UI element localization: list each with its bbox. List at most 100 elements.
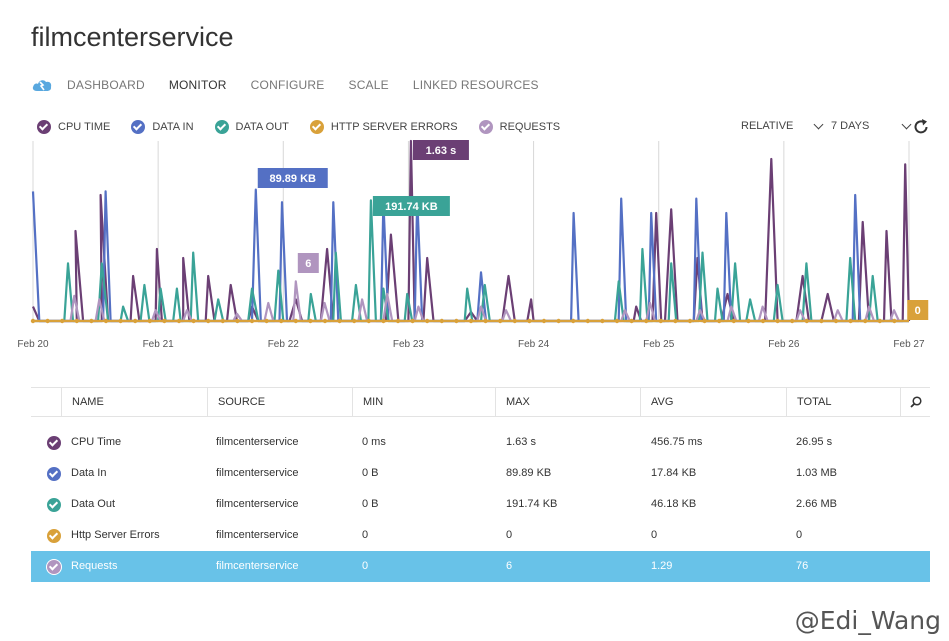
cell-source: filmcenterservice bbox=[216, 436, 299, 448]
x-tick-label: Feb 23 bbox=[393, 339, 425, 350]
data-point bbox=[45, 318, 50, 324]
tab-monitor[interactable]: MONITOR bbox=[168, 78, 227, 92]
series-line-data-out bbox=[33, 199, 909, 323]
legend-label: CPU TIME bbox=[58, 121, 111, 133]
data-point bbox=[206, 318, 211, 324]
data-point bbox=[133, 318, 138, 324]
data-point bbox=[658, 318, 663, 324]
legend-data-in[interactable]: DATA IN bbox=[131, 120, 194, 134]
legend-label: REQUESTS bbox=[499, 121, 561, 133]
cell-source: filmcenterservice bbox=[216, 498, 299, 510]
data-point bbox=[848, 318, 853, 324]
time-range-dropdown[interactable]: 7 DAYS bbox=[831, 119, 912, 132]
data-point bbox=[191, 318, 196, 324]
data-point bbox=[556, 318, 561, 324]
check-circle-icon bbox=[478, 120, 493, 134]
column-header-total[interactable]: TOTAL bbox=[786, 388, 900, 416]
check-circle-icon[interactable] bbox=[47, 467, 61, 481]
value-label-bg bbox=[297, 253, 319, 273]
data-point bbox=[833, 318, 839, 324]
cell-name: Http Server Errors bbox=[71, 529, 160, 541]
value-label: 6 bbox=[305, 258, 311, 270]
table-row[interactable]: Data Out filmcenterservice 0 B 191.74 KB 46.… bbox=[31, 489, 930, 520]
column-header-source[interactable]: SOURCE bbox=[207, 388, 352, 416]
cell-total: 76 bbox=[796, 560, 809, 572]
legend-cpu-time[interactable]: CPU TIME bbox=[37, 120, 110, 134]
x-tick-label: Feb 25 bbox=[643, 339, 675, 350]
cell-total: 1.03 MB bbox=[796, 467, 837, 479]
table-row[interactable]: Data In filmcenterservice 0 B 89.89 KB 17.84… bbox=[31, 458, 930, 489]
cell-min: 0 B bbox=[362, 467, 379, 479]
cell-total: 2.66 MB bbox=[796, 498, 837, 510]
data-point bbox=[162, 318, 167, 324]
table-row[interactable]: Requests filmcenterservice 0 6 1.29 76 bbox=[31, 551, 930, 582]
legend-requests[interactable]: REQUESTS bbox=[478, 120, 561, 134]
data-point bbox=[877, 318, 882, 324]
tab-dashboard[interactable]: DASHBOARD bbox=[67, 78, 145, 92]
data-point bbox=[585, 318, 590, 324]
data-point bbox=[293, 318, 298, 324]
legend-label: DATA IN bbox=[152, 121, 194, 133]
cell-avg: 0 bbox=[651, 529, 658, 541]
cell-source: filmcenterservice bbox=[216, 560, 299, 572]
chevron-down-icon bbox=[901, 119, 912, 130]
page-title: filmcenterservice bbox=[31, 22, 234, 52]
data-point bbox=[454, 318, 459, 324]
column-header-avg[interactable]: AVG bbox=[640, 388, 786, 416]
data-point bbox=[103, 318, 109, 324]
data-point bbox=[498, 318, 503, 324]
value-label: 89.89 KB bbox=[270, 173, 317, 185]
legend-label: HTTP SERVER ERRORS bbox=[330, 121, 458, 133]
check-circle-icon[interactable] bbox=[47, 560, 61, 574]
search-button[interactable] bbox=[900, 388, 930, 416]
column-header-max[interactable]: MAX bbox=[495, 388, 640, 416]
data-point bbox=[614, 318, 620, 324]
tab-linked-resources[interactable]: LINKED RESOURCES bbox=[412, 78, 539, 92]
column-header-name[interactable]: NAME bbox=[61, 388, 207, 416]
watermark: @Edi_Wang bbox=[794, 606, 941, 635]
table-row[interactable]: Http Server Errors filmcenterservice 0 0 0 0 bbox=[31, 520, 930, 551]
legend-http-server-errors[interactable]: HTTP SERVER ERRORS bbox=[309, 120, 458, 134]
cell-avg: 1.29 bbox=[651, 560, 673, 572]
data-point bbox=[381, 318, 386, 324]
cell-name: Requests bbox=[71, 560, 118, 572]
value-label-bg bbox=[412, 140, 469, 160]
tab-scale[interactable]: SCALE bbox=[348, 78, 389, 92]
refresh-icon[interactable] bbox=[912, 118, 930, 136]
data-point bbox=[118, 318, 123, 324]
data-point bbox=[220, 318, 225, 324]
cell-min: 0 bbox=[362, 560, 369, 572]
tab-configure[interactable]: CONFIGURE bbox=[250, 78, 325, 92]
column-header-min[interactable]: MIN bbox=[352, 388, 495, 416]
x-tick-label: Feb 22 bbox=[268, 339, 300, 350]
relative-label: RELATIVE bbox=[741, 120, 794, 132]
check-circle-icon[interactable] bbox=[47, 498, 61, 512]
check-circle-icon bbox=[131, 120, 146, 134]
cell-min: 0 ms bbox=[362, 436, 386, 448]
check-circle-icon bbox=[37, 120, 51, 134]
data-point bbox=[308, 318, 313, 324]
data-point bbox=[790, 318, 795, 324]
time-range-label: 7 DAYS bbox=[831, 120, 870, 132]
data-point bbox=[600, 318, 605, 324]
data-point bbox=[775, 318, 780, 324]
search-icon bbox=[909, 396, 922, 408]
data-point bbox=[366, 318, 371, 324]
data-point bbox=[89, 318, 94, 324]
value-label-bg bbox=[372, 196, 450, 216]
cloud-service-icon bbox=[32, 80, 52, 91]
data-point bbox=[760, 318, 766, 324]
legend-data-out[interactable]: DATA OUT bbox=[214, 120, 289, 134]
cell-name: Data In bbox=[71, 467, 107, 479]
check-circle-icon[interactable] bbox=[47, 529, 61, 543]
x-tick-label: Feb 27 bbox=[893, 339, 925, 350]
cell-max: 191.74 KB bbox=[506, 498, 558, 510]
cell-max: 89.89 KB bbox=[506, 467, 552, 479]
table-row[interactable]: CPU Time filmcenterservice 0 ms 1.63 s 456.7… bbox=[31, 427, 930, 458]
check-circle-icon[interactable] bbox=[47, 436, 61, 450]
data-point bbox=[717, 318, 722, 324]
data-point bbox=[571, 318, 576, 324]
data-point bbox=[410, 318, 415, 324]
data-point bbox=[147, 318, 152, 324]
relative-dropdown[interactable]: RELATIVE bbox=[741, 119, 824, 132]
